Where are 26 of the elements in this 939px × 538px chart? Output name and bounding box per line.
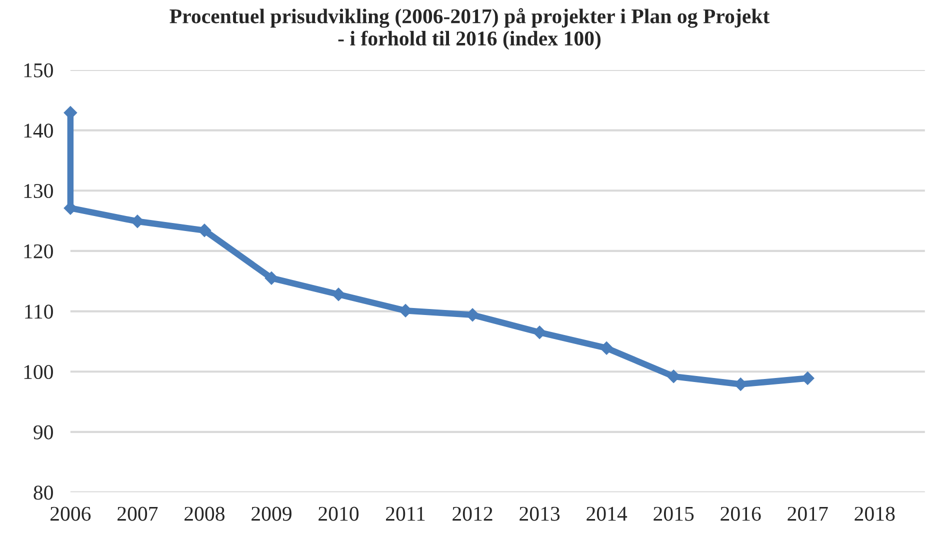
x-tick-label: 2011 bbox=[386, 506, 425, 521]
x-tick-label: 2013 bbox=[520, 506, 560, 521]
point bbox=[332, 288, 346, 302]
x-tick-label: 2007 bbox=[118, 506, 158, 521]
y-tick-label: 100 bbox=[24, 364, 53, 380]
y-tick-label: 80 bbox=[34, 486, 53, 500]
y-tick-label: 150 bbox=[24, 63, 53, 78]
y-tick-label: 90 bbox=[34, 425, 53, 440]
y-tick-label: 130 bbox=[24, 184, 53, 198]
x-tick-label: 2016 bbox=[720, 506, 761, 521]
x-tick-label: 2017 bbox=[788, 506, 828, 521]
x-tick-label: 2018 bbox=[854, 506, 895, 521]
y-tick-label: 120 bbox=[24, 244, 53, 258]
x-tick-label: 2015 bbox=[654, 506, 694, 521]
x-tick-label: 2012 bbox=[452, 506, 492, 521]
x-tick-label: 2009 bbox=[252, 506, 292, 521]
x-tick-label: 2006 bbox=[50, 506, 91, 521]
point bbox=[532, 326, 546, 340]
x-tick-label: 2008 bbox=[184, 506, 224, 521]
y-tick-label: 110 bbox=[25, 304, 53, 319]
y-tick-label: 140 bbox=[24, 124, 53, 138]
point bbox=[264, 271, 278, 285]
point bbox=[600, 341, 614, 355]
chart-title: Procentuel prisudvikling (2006-2017) på projekter i Plan og Projekt - i forhold til 2016 (index 100) bbox=[170, 8, 770, 50]
x-tick-label: 2010 bbox=[318, 506, 359, 521]
x-tick-label: 2014 bbox=[586, 506, 628, 521]
